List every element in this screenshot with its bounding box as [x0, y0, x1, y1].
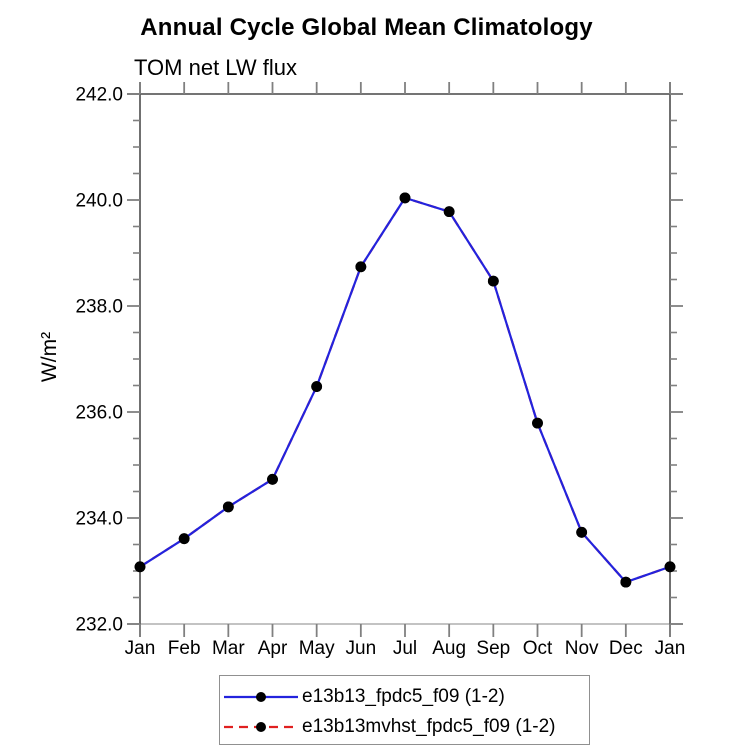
x-tick-label: Feb: [168, 638, 201, 659]
legend-label: e13b13_fpdc5_f09 (1-2): [302, 686, 505, 707]
series-0-marker: [267, 473, 278, 485]
series-0-marker: [620, 576, 632, 588]
legend-marker-dot-icon: [256, 722, 266, 732]
x-tick-label: May: [299, 638, 335, 659]
series-0-marker: [399, 192, 411, 204]
legend-item: e13b13_fpdc5_f09 (1-2): [222, 684, 505, 710]
series-0-marker: [576, 526, 588, 538]
x-tick-label: Jan: [655, 638, 686, 659]
legend-label: e13b13mvhst_fpdc5_f09 (1-2): [302, 716, 556, 737]
y-tick-label: 242.0: [75, 85, 123, 106]
x-tick-label: Mar: [212, 638, 245, 659]
x-tick-label: Sep: [476, 638, 510, 659]
series-0-marker: [222, 501, 234, 513]
x-tick-label: Nov: [565, 638, 599, 659]
chart-subtitle: TOM net LW flux: [134, 55, 298, 80]
series-0-marker: [311, 381, 323, 392]
y-tick-label: 240.0: [75, 191, 123, 212]
series-line-1: [139, 196, 671, 584]
y-tick-label: 232.0: [75, 615, 123, 636]
x-tick-label: Jul: [393, 638, 417, 659]
series-0-marker: [355, 261, 367, 273]
x-tick-label: Jan: [125, 638, 156, 659]
x-tick-label: Dec: [609, 638, 643, 659]
legend-marker-dot-icon: [256, 692, 266, 702]
series-0-marker: [134, 561, 146, 573]
series-0-marker: [487, 275, 499, 287]
legend-item: e13b13mvhst_fpdc5_f09 (1-2): [222, 714, 556, 740]
y-tick-label: 236.0: [75, 403, 123, 424]
series-0-marker: [532, 417, 543, 429]
y-tick-label: 238.0: [75, 297, 123, 318]
x-tick-label: Oct: [523, 638, 553, 659]
x-tick-label: Jun: [346, 638, 377, 659]
legend-line-sample-dashed: [224, 722, 298, 732]
legend-box: e13b13_fpdc5_f09 (1-2) e13b13mvhst_fpdc5…: [219, 675, 590, 745]
series-0-marker: [178, 533, 190, 545]
x-tick-label: Aug: [432, 638, 466, 659]
chart-title: Annual Cycle Global Mean Climatology: [140, 14, 593, 41]
series-line-0: [139, 196, 671, 584]
series-0-marker: [664, 561, 676, 573]
legend-line-sample-solid: [224, 692, 298, 702]
y-tick-label: 234.0: [75, 509, 123, 530]
x-tick-label: Apr: [258, 638, 288, 659]
series-0-marker: [443, 206, 455, 218]
